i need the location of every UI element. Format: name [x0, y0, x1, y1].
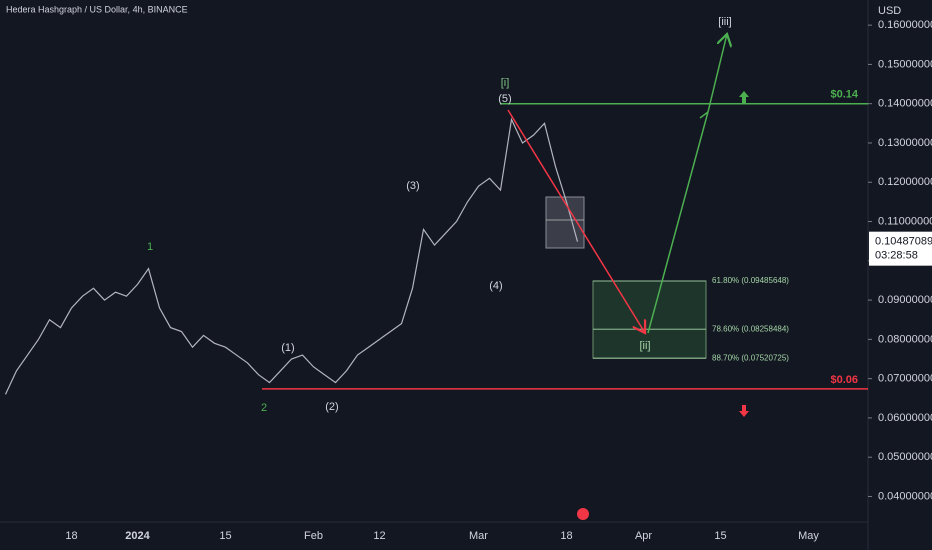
- wave-label: (4): [489, 280, 502, 292]
- up-icon: [739, 91, 749, 103]
- x-tick-label: Feb: [304, 530, 323, 542]
- y-tick-label: 0.06000000: [878, 412, 932, 424]
- y-tick-label: 0.13000000: [878, 137, 932, 149]
- x-tick-label: May: [798, 530, 819, 542]
- green-arrow-mark: [699, 111, 709, 119]
- x-tick-label: Mar: [469, 530, 488, 542]
- wave-label: (2): [325, 401, 338, 413]
- wave-label: (3): [406, 180, 419, 192]
- y-tick-label: 0.07000000: [878, 373, 932, 385]
- event-icon[interactable]: [577, 508, 589, 520]
- price-line: [4, 117, 579, 395]
- last-price: 0.10487089: [875, 236, 932, 248]
- wave-label: (1): [281, 342, 294, 354]
- fib-label: 78.60% (0.08258484): [712, 324, 789, 333]
- x-tick-label: 2024: [125, 530, 150, 542]
- x-tick-label: 18: [65, 530, 77, 542]
- y-tick-label: 0.04000000: [878, 490, 932, 502]
- wave-label: 2: [261, 402, 267, 414]
- wave-label: [ii]: [640, 340, 651, 352]
- y-tick-label: 0.15000000: [878, 58, 932, 70]
- y-tick-label: 0.08000000: [878, 333, 932, 345]
- x-tick-label: 15: [714, 530, 726, 542]
- x-tick-label: 15: [219, 530, 231, 542]
- currency: USD: [878, 5, 901, 17]
- level-label: $0.06: [830, 374, 858, 386]
- fib-label: 61.80% (0.09485648): [712, 276, 789, 285]
- y-tick-label: 0.12000000: [878, 176, 932, 188]
- y-tick-label: 0.16000000: [878, 19, 932, 31]
- countdown: 03:28:58: [875, 250, 918, 262]
- y-tick-label: 0.14000000: [878, 98, 932, 110]
- last-price-box: [869, 231, 932, 266]
- down-icon: [739, 405, 749, 417]
- wave-label: 1: [147, 241, 153, 253]
- x-tick-label: 18: [560, 530, 572, 542]
- wave-label: (5): [498, 93, 511, 105]
- y-tick-label: 0.05000000: [878, 451, 932, 463]
- consolidation-box: [545, 196, 585, 249]
- red-arrow: [507, 109, 645, 333]
- level-label: $0.14: [830, 89, 858, 101]
- y-tick-label: 0.11000000: [878, 215, 932, 227]
- x-tick-label: Apr: [635, 530, 652, 542]
- wave-label: [i]: [501, 77, 510, 89]
- fib-label: 88.70% (0.07520725): [712, 353, 789, 362]
- x-tick-label: 12: [373, 530, 385, 542]
- chart-title: Hedera Hashgraph / US Dollar, 4h, BINANC…: [6, 4, 188, 14]
- y-tick-label: 0.09000000: [878, 294, 932, 306]
- wave-label: [iii]: [718, 16, 731, 28]
